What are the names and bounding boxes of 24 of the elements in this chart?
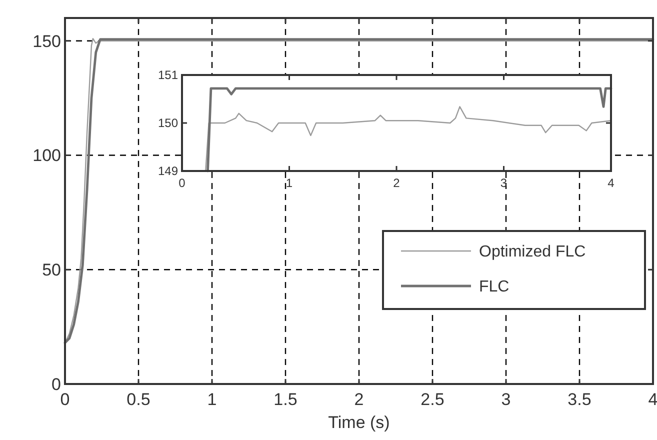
x-tick-label: 2: [354, 390, 364, 409]
x-tick-label: 1: [286, 176, 293, 190]
y-tick-label: 150: [158, 116, 178, 130]
x-tick-label: 2: [393, 176, 400, 190]
x-tick-label: 2.5: [420, 390, 444, 409]
y-tick-label: 149: [158, 164, 178, 178]
y-tick-label: 150: [32, 32, 61, 51]
x-tick-label: 4: [608, 176, 615, 190]
x-tick-label: 1: [207, 390, 217, 409]
x-tick-label: 4: [648, 390, 657, 409]
line-series: [204, 106, 612, 172]
legend-label: FLC: [479, 278, 510, 296]
x-tick-label: 1.5: [274, 390, 298, 409]
x-tick-label: 3.5: [568, 390, 592, 409]
y-tick-label: 100: [32, 146, 61, 166]
x-axis-title: Time (s): [328, 413, 390, 432]
x-tick-label: 3: [501, 390, 511, 409]
y-tick-label: 151: [158, 68, 178, 82]
legend-label: Optimized FLC: [479, 244, 586, 261]
x-tick-label: 3: [500, 176, 508, 190]
y-tick-label: 50: [42, 260, 61, 280]
y-tick-label: 0: [52, 374, 61, 394]
x-tick-label: 0.5: [126, 390, 150, 409]
line-series: [206, 87, 612, 172]
